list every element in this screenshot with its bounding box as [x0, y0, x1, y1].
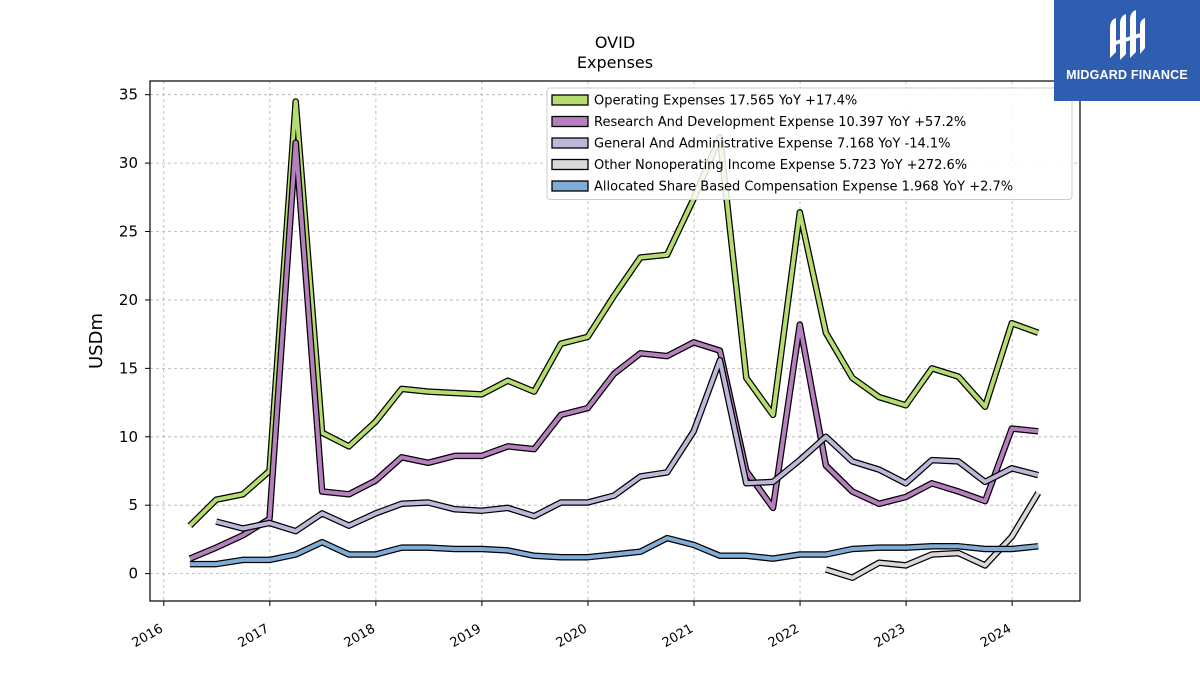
x-axis-ticks: 2016 2017 2018 2019 2020 2021 2022 2023 2024 — [130, 601, 1014, 651]
legend-swatch — [551, 94, 589, 106]
series-line — [188, 139, 1039, 562]
chart-subtitle: Expenses — [577, 53, 653, 72]
chart-title: OVID — [595, 33, 635, 52]
legend-swatch — [551, 115, 589, 128]
series-line-stroke — [825, 491, 1040, 580]
legend-entry: Other Nonoperating Income Expense 5.723 … — [594, 158, 967, 173]
legend-swatch — [551, 158, 589, 171]
y-tick-label: 30 — [119, 154, 138, 172]
x-tick-label: 2020 — [554, 621, 590, 651]
x-tick-label: 2017 — [236, 621, 272, 651]
y-tick-label: 25 — [119, 223, 138, 241]
legend-entry: General And Administrative Expense 7.168… — [594, 137, 951, 152]
y-axis-ticks: 0 5 10 15 20 25 30 35 — [119, 86, 150, 583]
series-line — [187, 98, 1040, 529]
y-tick-label: 35 — [119, 86, 138, 104]
legend-entry: Research And Development Expense 10.397 … — [594, 115, 966, 130]
y-tick-label: 10 — [119, 428, 138, 446]
legend: Operating Expenses 17.565 YoY +17.4% Rese… — [546, 87, 1073, 200]
series-line-stroke — [189, 140, 1039, 561]
x-tick-label: 2016 — [130, 621, 166, 651]
x-tick-label: 2021 — [660, 621, 696, 651]
legend-entry: Allocated Share Based Compensation Expen… — [594, 180, 1013, 195]
plot-frame — [149, 80, 1081, 602]
series-lines — [187, 98, 1041, 581]
legend-swatch — [551, 180, 589, 192]
legend-swatch — [551, 137, 589, 149]
y-tick-label: 5 — [128, 496, 138, 514]
y-axis-label: USDm — [86, 313, 107, 369]
series-line-outline — [824, 491, 1041, 581]
y-tick-label: 20 — [119, 291, 138, 309]
midgard-finance-logo: MIDGARD FINANCE — [1054, 0, 1200, 101]
y-tick-label: 15 — [119, 359, 138, 377]
series-line — [824, 491, 1041, 581]
series-line — [189, 534, 1039, 568]
midgard-logo-icon — [1110, 10, 1145, 60]
legend-box — [546, 87, 1073, 200]
series-line-stroke — [188, 99, 1039, 528]
y-tick-label: 0 — [128, 565, 138, 583]
x-tick-label: 2024 — [978, 621, 1014, 651]
series-line — [215, 356, 1040, 535]
x-tick-label: 2019 — [448, 621, 484, 651]
series-line-stroke — [215, 358, 1039, 534]
logo-name: MIDGARD FINANCE — [1066, 68, 1188, 82]
series-line-stroke — [189, 536, 1039, 567]
x-tick-label: 2018 — [342, 621, 378, 651]
x-tick-label: 2023 — [872, 621, 908, 651]
legend-entry: Operating Expenses 17.565 YoY +17.4% — [594, 94, 857, 109]
x-tick-label: 2022 — [766, 621, 802, 651]
